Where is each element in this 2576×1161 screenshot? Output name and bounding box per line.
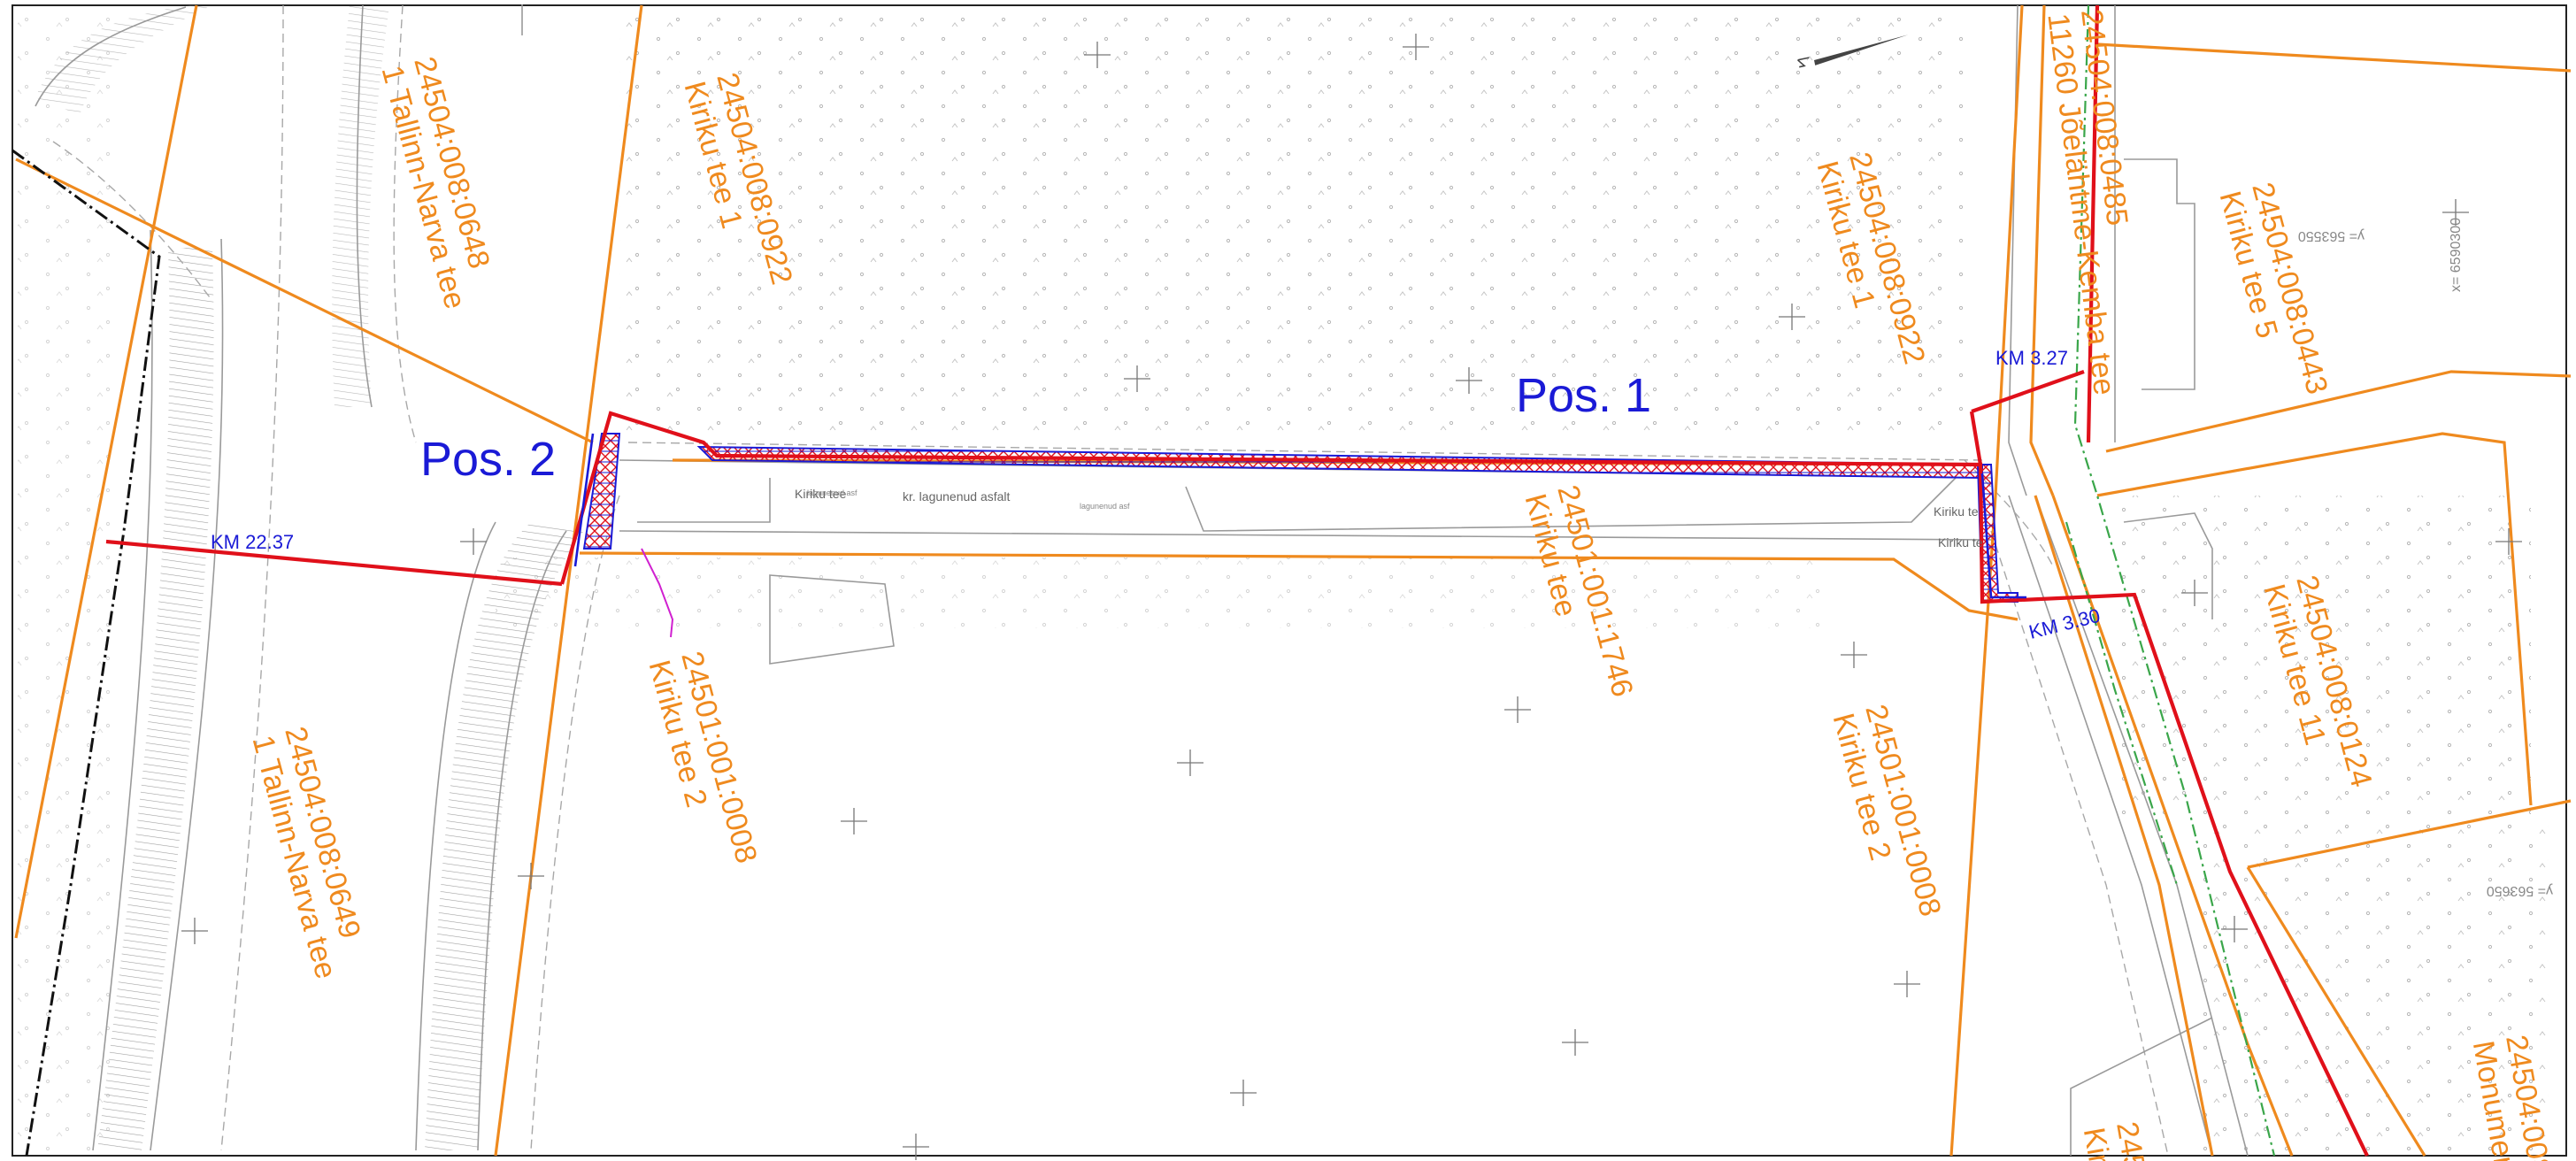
coord-x-6590300: x= 6590300 [2449, 218, 2464, 292]
road-label-kiriku-right-2: Kiriku te [1938, 535, 1983, 550]
north-arrow-icon [1797, 35, 1909, 68]
svg-text:Kir: Kir [2077, 1125, 2117, 1161]
road-label-kiriku-tee: Kiriku tee [795, 487, 847, 501]
pipeline-line-2 [2065, 521, 2179, 886]
surface-label-main: kr. lagunenud asfalt [903, 489, 1011, 504]
parcel-label-0008b: 24501:001:0008 Kiriku tee 2 [1826, 701, 1948, 919]
surface-label-mid: lagunenud asf [1080, 502, 1130, 511]
pipeline-line [2073, 4, 2276, 1157]
parcel-label-0443: 24504:008:0443 Kiriku tee 5 [2213, 179, 2334, 397]
svg-text:245: 245 [2110, 1119, 2151, 1161]
parcel-label-0649: 24504:008:0649 1 Tallinn-Narva tee [246, 723, 367, 982]
map-frame [12, 4, 2567, 1157]
vegetation-texture [18, 18, 2549, 1150]
parcel-label-0008a: 24501:001:0008 Kiriku tee 2 [642, 648, 764, 866]
blue-outlines [573, 433, 2026, 599]
road-label-kiriku-right-1: Kiriku te [1934, 504, 1979, 519]
km-3-30-label: KM 3.30 [2026, 604, 2103, 643]
pos-1-label: Pos. 1 [1516, 369, 1651, 422]
work-zone-hatch-left [582, 433, 621, 550]
parcel-label-cut: 245 Kir [2077, 1119, 2152, 1161]
design-lines [105, 4, 2369, 1157]
surface-label-left: lagunenud asf [807, 488, 857, 497]
parcel-label-0485: 24504:008:0485 11260 Jõelähtme-Kemba tee [2041, 7, 2134, 396]
grid-crosses [181, 34, 2522, 1160]
km-3-27-label: KM 3.27 [1995, 347, 2068, 369]
pos-2-label: Pos. 2 [420, 433, 556, 486]
utility-feature [641, 548, 674, 638]
coord-y-563550: y= 563550 [2298, 228, 2365, 243]
km-22-37-label: KM 22.37 [211, 531, 294, 553]
boundary-dashed-line [12, 149, 161, 1157]
coord-y-563650: y= 563650 [2487, 883, 2553, 898]
highway-slopes [35, 5, 584, 1150]
